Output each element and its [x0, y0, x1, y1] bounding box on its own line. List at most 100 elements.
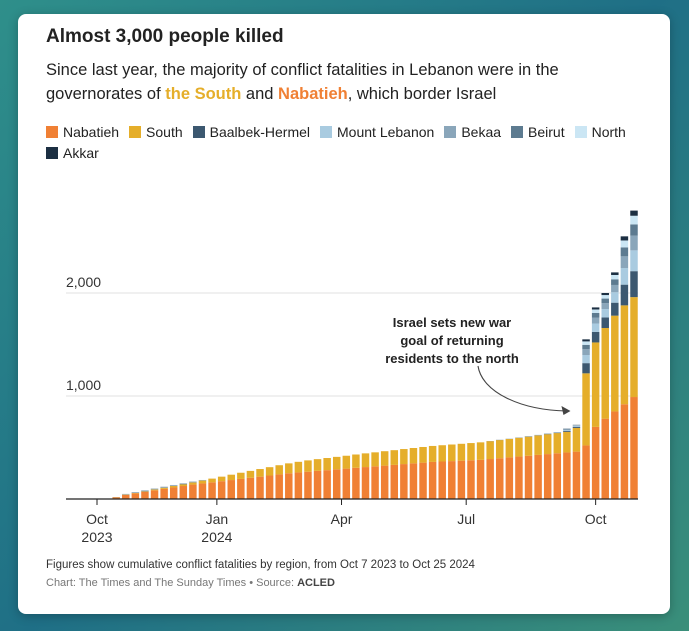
bar-week51-bekaa [582, 349, 590, 356]
bar-week56-akkar [630, 210, 638, 216]
bar-week29-south [371, 452, 379, 467]
credit-text: Chart: The Times and The Sunday Times • … [46, 577, 298, 589]
bar-week43-south [505, 438, 514, 458]
bar-week44-south [515, 437, 523, 457]
chart-footnote: Figures show cumulative conflict fatalit… [46, 559, 475, 571]
bar-week30-nabatieh [380, 465, 389, 499]
bar-week35-south [428, 445, 437, 462]
bar-week15-nabatieh [237, 478, 245, 499]
bar-week40-nabatieh [476, 459, 485, 499]
bar-week52-south [591, 342, 600, 427]
bar-week38-south [457, 443, 466, 461]
bar-week16-nabatieh [246, 477, 255, 499]
bar-week50-south [572, 427, 581, 452]
bar-week18-south [265, 467, 274, 476]
bar-week16-south [246, 470, 255, 478]
bar-week53-beirut [601, 298, 609, 304]
chart-credit: Chart: The Times and The Sunday Times • … [46, 577, 335, 589]
subtitle-text-end: , which border Israel [347, 85, 497, 103]
legend-label-nabatieh: Nabatieh [63, 123, 120, 140]
bar-week55-south [620, 305, 629, 405]
bar-week56-nabatieh [630, 397, 638, 499]
bar-week51-north [582, 341, 590, 345]
bar-week54-nabatieh [611, 411, 619, 499]
bar-week23-nabatieh [313, 470, 322, 499]
bar-week31-nabatieh [390, 464, 399, 499]
bar-week51-mount-lebanon [582, 355, 590, 364]
bar-week47-south [543, 434, 552, 455]
bar-week55-nabatieh [620, 404, 629, 499]
bar-week13-nabatieh [217, 481, 226, 499]
legend-swatch-bekaa [444, 125, 457, 138]
annotation-line-1: Israel sets new war [393, 315, 512, 330]
legend-swatch-nabatieh [46, 125, 58, 138]
bar-week38-nabatieh [457, 460, 466, 499]
bar-week34-nabatieh [419, 462, 427, 499]
bar-week5-south [141, 491, 149, 492]
legend-item-bekaa: Bekaa [444, 124, 501, 140]
bar-week55-baalbek-hermel [620, 284, 629, 306]
bar-week34-south [419, 446, 427, 463]
bar-week45-nabatieh [524, 455, 533, 499]
x-tick-label-3: Jul [457, 511, 475, 527]
bar-week25-nabatieh [332, 469, 341, 499]
bar-week11-south [198, 480, 207, 484]
bar-week11-nabatieh [198, 483, 207, 499]
bar-week56-north [630, 215, 638, 225]
bar-week52-north [591, 309, 600, 313]
bar-week24-south [323, 458, 331, 471]
subtitle-text-start: Since last year, the majority of conflic… [46, 61, 559, 103]
bar-week12-south [208, 478, 216, 483]
legend-item-nabatieh: Nabatieh [46, 123, 120, 140]
bar-week7-nabatieh [160, 488, 168, 499]
bar-week51-beirut [582, 344, 590, 350]
bar-week41-nabatieh [486, 459, 494, 499]
legend-item-mount-lebanon: Mount Lebanon [320, 124, 434, 140]
bar-week53-south [601, 328, 609, 419]
annotation-arrowhead [561, 406, 571, 415]
bar-week53-baalbek-hermel [601, 317, 609, 329]
bar-week55-north [620, 240, 629, 248]
legend-item-beirut: Beirut [511, 123, 565, 140]
bar-week19-nabatieh [275, 474, 283, 499]
bar-week28-nabatieh [361, 467, 370, 499]
x-tick-year-label-1: 2024 [201, 529, 232, 545]
bar-week56-beirut [630, 224, 638, 236]
bar-week10-south [189, 482, 197, 485]
legend-swatch-south [129, 125, 142, 138]
bar-week33-south [409, 448, 418, 464]
bar-week52-akkar [591, 307, 600, 310]
bar-week22-south [304, 460, 312, 472]
bar-week27-south [352, 454, 360, 468]
bar-week45-south [524, 436, 533, 456]
bar-week5-nabatieh [141, 491, 149, 499]
bar-week53-akkar [601, 293, 609, 296]
bar-week53-mount-lebanon [601, 309, 609, 318]
legend-swatch-akkar [46, 146, 58, 159]
legend-item-south: South [129, 124, 183, 140]
source-name: ACLED [297, 577, 335, 589]
bar-week54-south [611, 315, 619, 412]
bar-week18-nabatieh [265, 475, 274, 499]
bar-week56-baalbek-hermel [630, 271, 638, 298]
bar-week8-south [169, 486, 178, 488]
bar-week54-akkar [611, 272, 619, 275]
bar-week51-nabatieh [582, 445, 590, 499]
bar-week48-nabatieh [553, 453, 562, 499]
bar-week51-akkar [582, 339, 590, 342]
bar-week50-baalbek-hermel [572, 427, 581, 428]
bar-week56-bekaa [630, 235, 638, 251]
legend-label-north: North [591, 123, 626, 140]
bar-week24-nabatieh [323, 470, 331, 499]
bar-week44-nabatieh [515, 456, 523, 499]
bar-week52-baalbek-hermel [591, 331, 600, 343]
bar-week46-nabatieh [534, 454, 542, 499]
bar-week55-bekaa [620, 256, 629, 269]
bar-week56-mount-lebanon [630, 250, 638, 272]
chart-card [18, 14, 670, 614]
bar-week17-south [256, 469, 264, 477]
bar-week23-south [313, 459, 322, 471]
bar-week26-south [342, 455, 351, 469]
legend-label-beirut: Beirut [528, 123, 565, 140]
bar-week53-nabatieh [601, 418, 609, 499]
